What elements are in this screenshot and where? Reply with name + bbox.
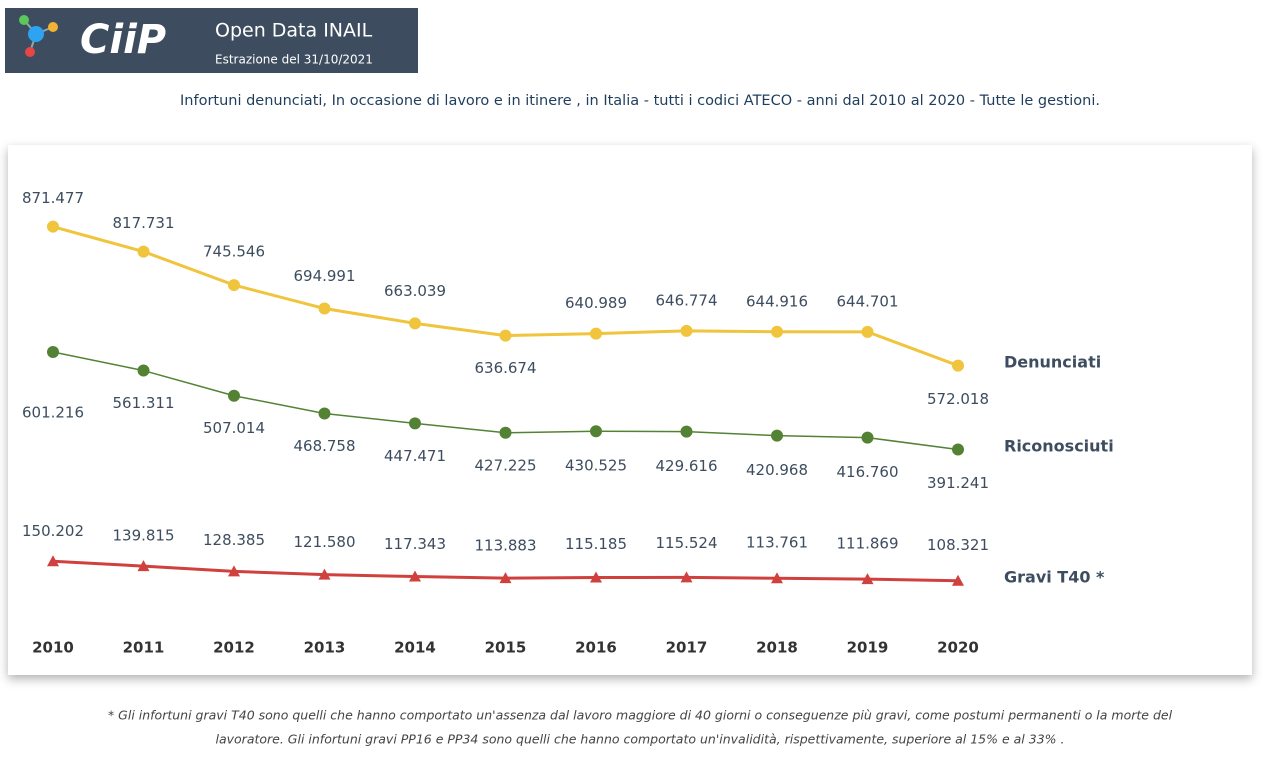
marker [499, 426, 512, 439]
chart-title: Infortuni denunciati, In occasione di la… [180, 93, 1100, 109]
logo-text: CiiP [80, 17, 166, 63]
data-label: 644.916 [746, 292, 808, 310]
data-label: 636.674 [474, 359, 536, 377]
data-label: 420.968 [746, 461, 808, 479]
data-label: 646.774 [655, 291, 717, 309]
data-label: 644.701 [836, 292, 898, 310]
chart-card [8, 145, 1252, 675]
data-label: 115.524 [655, 534, 717, 552]
data-label: 427.225 [474, 456, 536, 474]
marker [771, 572, 783, 584]
marker [861, 431, 874, 444]
series-name: Riconosciuti [1004, 437, 1114, 456]
x-tick-label: 2015 [485, 639, 527, 657]
header-title: Open Data INAIL [215, 20, 373, 42]
x-tick-label: 2013 [304, 639, 346, 657]
data-label: 128.385 [203, 531, 265, 549]
data-label: 150.202 [22, 522, 84, 540]
x-tick-label: 2014 [394, 639, 436, 657]
marker [680, 324, 693, 337]
data-label: 817.731 [112, 214, 174, 232]
marker [952, 443, 964, 456]
data-label: 572.018 [927, 390, 989, 408]
marker [499, 572, 512, 584]
x-tick-label: 2011 [123, 639, 165, 657]
marker [861, 325, 874, 338]
marker [952, 574, 964, 586]
marker [409, 570, 421, 582]
data-label: 139.815 [112, 527, 174, 545]
marker [680, 571, 693, 583]
data-label: 117.343 [384, 535, 446, 553]
marker [318, 302, 331, 315]
data-label: 561.311 [112, 394, 174, 412]
marker [590, 425, 602, 438]
data-label: 694.991 [293, 267, 355, 285]
x-tick-label: 2017 [666, 639, 708, 657]
data-label: 468.758 [293, 437, 355, 455]
series-name: Denunciati [1004, 353, 1101, 372]
data-label: 430.525 [565, 457, 627, 475]
marker [137, 245, 150, 258]
x-tick-label: 2020 [937, 639, 979, 657]
marker [590, 327, 602, 340]
marker [47, 220, 59, 233]
marker [952, 359, 964, 372]
header-bar [5, 8, 418, 73]
marker [409, 317, 421, 330]
marker [318, 568, 331, 580]
data-label: 745.546 [203, 243, 265, 261]
logo-dots [19, 15, 58, 57]
data-label: 111.869 [836, 535, 898, 553]
header-subtitle: Estrazione del 31/10/2021 [215, 53, 373, 67]
x-tick-label: 2019 [847, 639, 889, 657]
data-label: 507.014 [203, 419, 265, 437]
data-label: 108.321 [927, 536, 989, 554]
data-label: 416.760 [836, 463, 898, 481]
marker [861, 573, 874, 585]
x-tick-label: 2010 [32, 639, 74, 657]
x-tick-label: 2018 [756, 639, 798, 657]
marker [228, 279, 240, 292]
data-label: 871.477 [22, 189, 84, 207]
marker [47, 346, 59, 359]
marker [47, 555, 59, 567]
data-label: 429.616 [655, 457, 717, 475]
marker [228, 565, 240, 577]
x-tick-label: 2012 [213, 639, 255, 657]
marker [409, 417, 421, 430]
data-label: 121.580 [293, 533, 355, 551]
marker [228, 389, 240, 402]
marker [590, 571, 602, 583]
marker [771, 429, 783, 442]
data-label: 113.883 [474, 537, 536, 555]
marker [771, 325, 783, 338]
marker [318, 407, 331, 420]
footnote: * Gli infortuni gravi T40 sono quelli ch… [108, 708, 1173, 723]
marker [137, 364, 150, 377]
footnote: lavoratore. Gli infortuni gravi PP16 e P… [216, 732, 1065, 747]
x-tick-label: 2016 [575, 639, 617, 657]
data-label: 663.039 [384, 282, 446, 300]
marker [499, 329, 512, 342]
data-label: 115.185 [565, 535, 627, 553]
marker [680, 425, 693, 438]
data-label: 113.761 [746, 534, 808, 552]
data-label: 640.989 [565, 294, 627, 312]
data-label: 447.471 [384, 447, 446, 465]
marker [137, 560, 150, 572]
data-label: 601.216 [22, 404, 84, 422]
data-label: 391.241 [927, 474, 989, 492]
series-name: Gravi T40 * [1004, 568, 1105, 587]
